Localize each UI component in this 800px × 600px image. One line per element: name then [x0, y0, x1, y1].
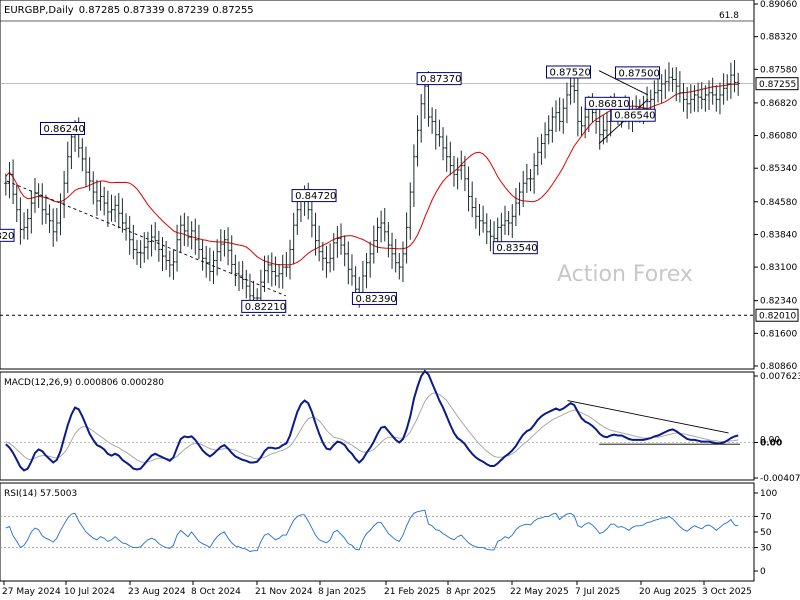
time-tick-label: 27 May 2024: [2, 587, 61, 597]
price-tick-label: 0.85340: [760, 164, 797, 174]
price-tick-label: 0.83840: [760, 230, 797, 240]
price-tick-label: 0.80860: [760, 362, 797, 372]
price-tick-label: 0.84580: [760, 198, 797, 208]
price-label-box: [610, 108, 656, 122]
time-tick-label: 21 Feb 2025: [384, 587, 440, 597]
price-label-box: [351, 291, 397, 305]
time-tick-label: 8 Oct 2024: [191, 587, 241, 597]
price-panel: [0, 0, 755, 370]
dashed-trendline: [6, 180, 286, 297]
price-tick-label: 0.87580: [760, 65, 797, 75]
symbol-header: EURGBP,Daily 0.87285 0.87339 0.87239 0.87…: [4, 5, 254, 16]
macd-tick-label: 0.007623: [760, 372, 800, 382]
price-label: 0.82390: [355, 294, 396, 305]
level-price-label: 0.82010: [759, 312, 796, 322]
time-axis: 27 May 2024 10 Jul 2024 23 Aug 2024 8 Oct 2…: [2, 581, 752, 597]
macd-tick-label: -0.004073: [760, 474, 800, 484]
price-tick-label: 0.86820: [760, 99, 797, 109]
price-label-box: [40, 121, 85, 135]
price-label-box: [241, 299, 287, 313]
price-grid: [0, 20, 754, 316]
price-tick-label: 0.89060: [760, 0, 797, 10]
macd-line: [5, 369, 739, 472]
time-tick-label: 7 Jul 2025: [575, 587, 620, 597]
rsi-tick-label: 0: [760, 567, 766, 577]
price-label-box: [492, 241, 538, 255]
price-label-box: [291, 189, 337, 203]
price-tick-label: 0.83100: [760, 263, 797, 273]
price-tick-label: 0.82340: [760, 297, 797, 307]
price-label: 0.87370: [420, 74, 461, 85]
rsi-tick-label: 50: [760, 528, 772, 538]
price-label-box: [416, 72, 462, 86]
time-tick-label: 10 Jul 2024: [64, 587, 115, 597]
rsi-panel: [0, 482, 755, 582]
ohlc-values: 0.87285 0.87339 0.87239 0.87255: [79, 5, 254, 16]
time-tick-label: 8 Apr 2025: [446, 587, 496, 597]
time-tick-label: 8 Jan 2025: [318, 587, 366, 597]
price-label: 0.82210: [245, 302, 286, 313]
macd-tick-label: 0.00: [760, 438, 782, 448]
price-label: 0.87500: [619, 68, 660, 79]
time-tick-label: 20 Aug 2025: [639, 587, 697, 597]
current-price-label: 0.87255: [759, 80, 796, 90]
rsi-tick-label: 100: [760, 489, 777, 499]
rsi-title: RSI(14) 57.5003: [4, 489, 77, 499]
rsi-tick-label: 70: [760, 512, 772, 522]
price-tick-label: 0.86080: [760, 132, 797, 142]
macd-title: MACD(12,26,9) 0.000806 0.000280: [4, 378, 164, 388]
time-tick-label: 3 Oct 2025: [702, 587, 752, 597]
symbol: EURGBP,Daily: [4, 5, 74, 16]
triangle-upper-line: [598, 70, 649, 96]
time-tick-label: 22 May 2025: [510, 587, 569, 597]
level-price-box: [755, 308, 799, 322]
time-tick-label: 23 Aug 2024: [128, 587, 186, 597]
price-axis: 0.89060 0.88320 0.87580 0.86820 0.86080 0.853…: [754, 0, 799, 372]
fib-label: 61.8: [719, 11, 739, 21]
price-label-box: [584, 96, 630, 110]
price-label-box: [615, 66, 660, 80]
macd-lines: [0, 369, 754, 472]
watermark: Action Forex: [557, 262, 693, 287]
price-label: 0.86540: [614, 111, 655, 122]
price-tick-label: 0.88320: [760, 33, 797, 43]
rsi-tick-label: 30: [760, 544, 772, 554]
price-label: 0.87520: [550, 67, 591, 78]
price-label-box: [0, 228, 15, 242]
macd-signal-line: [5, 392, 739, 464]
rsi-line: [5, 509, 739, 552]
macd-tick-label: 0.00: [760, 435, 780, 445]
price-tick-label: 0.81600: [760, 329, 797, 339]
price-label: 0.84720: [295, 191, 336, 202]
price-labels: 0.86240 0.83820 0.84720 0.82210 0.82390 0.873…: [0, 65, 660, 313]
price-label: 0.83820: [0, 231, 14, 242]
macd-panel: [0, 371, 755, 481]
price-label-box: [546, 65, 591, 79]
rsi-axis: 100 70 50 30 0: [754, 489, 777, 577]
current-price-box: [755, 77, 799, 91]
time-tick-label: 21 Nov 2024: [255, 587, 313, 597]
price-label: 0.86810: [588, 99, 629, 110]
price-label: 0.86240: [44, 124, 85, 135]
price-label: 0.83540: [496, 243, 537, 254]
rsi-lines: [0, 509, 754, 552]
macd-trendline: [567, 400, 729, 434]
